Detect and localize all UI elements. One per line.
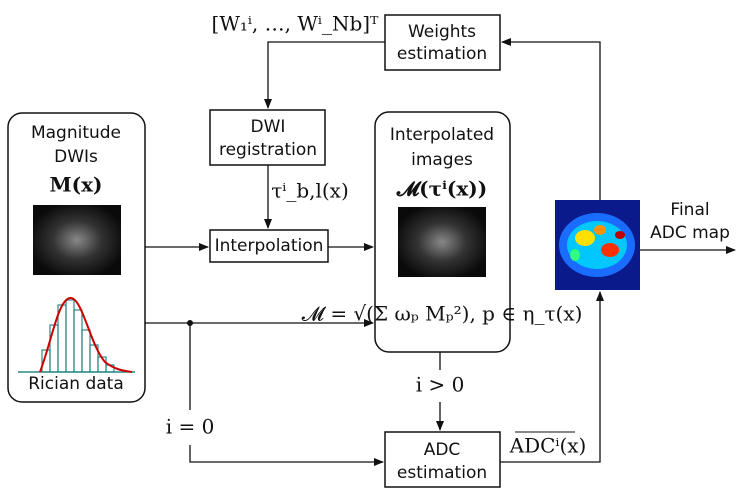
box-title: Magnitude <box>31 123 121 143</box>
box-label: estimation <box>397 463 487 483</box>
box-label: Weights <box>408 22 476 42</box>
box-title: Interpolated <box>390 125 494 145</box>
formula: 𝓜 = √(Σ ωₚ Mₚ²), p ∈ η_τ(x) <box>302 302 583 326</box>
box-label: ADC <box>424 440 461 460</box>
edge-label: ADCⁱ(x) <box>509 434 587 458</box>
edge <box>190 445 383 462</box>
output-label: ADC map <box>650 223 730 243</box>
edge-label: i = 0 <box>166 415 215 439</box>
box-title: DWIs <box>54 147 98 167</box>
math-label: M(x) <box>50 173 103 197</box>
box-title: images <box>411 150 473 170</box>
interpolated-image <box>398 207 486 277</box>
edge-label: [W₁ⁱ, …, Wⁱ_Nb]ᵀ <box>212 12 380 36</box>
box-label: registration <box>219 140 317 160</box>
dwi-image <box>33 205 121 275</box>
adc-map <box>555 200 640 290</box>
caption: Rician data <box>28 374 124 394</box>
output-label: Final <box>670 200 709 220</box>
edge <box>268 42 385 108</box>
box-label: Interpolation <box>215 236 324 256</box>
edge <box>502 42 600 200</box>
diagram: Magnitude DWIs M(x) Rician data Weights … <box>0 0 740 493</box>
edge-label: i > 0 <box>416 373 465 397</box>
edge-label: τⁱ_b,l(x) <box>271 179 349 203</box>
math-label: 𝓜(τⁱ(x)) <box>396 177 487 201</box>
box-label: estimation <box>397 44 487 64</box>
box-label: DWI <box>251 117 286 137</box>
